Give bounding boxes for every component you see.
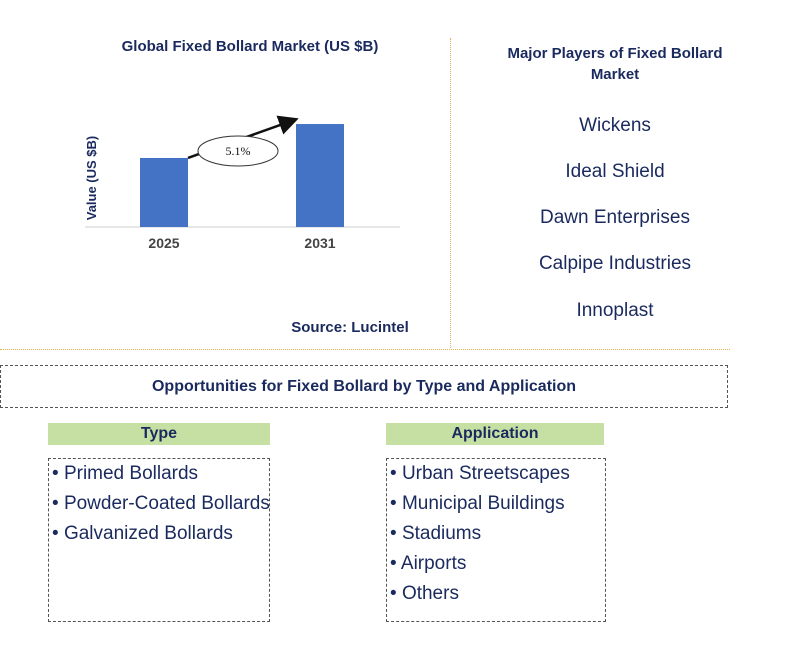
application-heading: Application [386,423,604,445]
application-list: • Urban Streetscapes • Municipal Buildin… [386,458,606,622]
x-tick-label: 2031 [304,235,335,251]
horizontal-divider [0,349,730,350]
list-item: • Urban Streetscapes [390,463,570,484]
bar-2025 [140,157,188,227]
chart-title: Global Fixed Bollard Market (US $B) [121,38,379,55]
list-item: • Galvanized Bollards [52,523,233,544]
cagr-label: 5.1% [226,144,251,158]
list-item: • Airports [390,553,467,574]
opportunities-banner: Opportunities for Fixed Bollard by Type … [0,365,728,408]
cagr-badge [197,135,279,167]
list-item: • Powder-Coated Bollards [52,493,270,514]
source-label: Source: Lucintel [291,319,409,336]
list-item: • Others [390,583,459,604]
y-axis-label: Value (US $B) [84,136,99,221]
type-heading: Type [48,423,270,445]
opportunities-title: Opportunities for Fixed Bollard by Type … [151,377,577,395]
player-item: Innoplast [576,300,654,321]
type-list: • Primed Bollards • Powder-Coated Bollar… [48,458,270,622]
bar-2031 [296,124,344,227]
players-title: Major Players of Fixed Bollard Market [507,45,723,83]
player-item: Calpipe Industries [538,253,692,274]
list-item: • Primed Bollards [52,463,199,484]
list-item: • Municipal Buildings [390,493,565,514]
x-tick-label: 2025 [148,235,179,251]
list-item: • Stadiums [390,523,482,544]
player-item: Dawn Enterprises [540,207,690,228]
vertical-divider [450,38,451,348]
player-item: Ideal Shield [565,161,665,182]
bar-chart: Value (US $B) 2025 2031 5.1% [84,115,400,251]
player-item: Wickens [579,115,651,136]
